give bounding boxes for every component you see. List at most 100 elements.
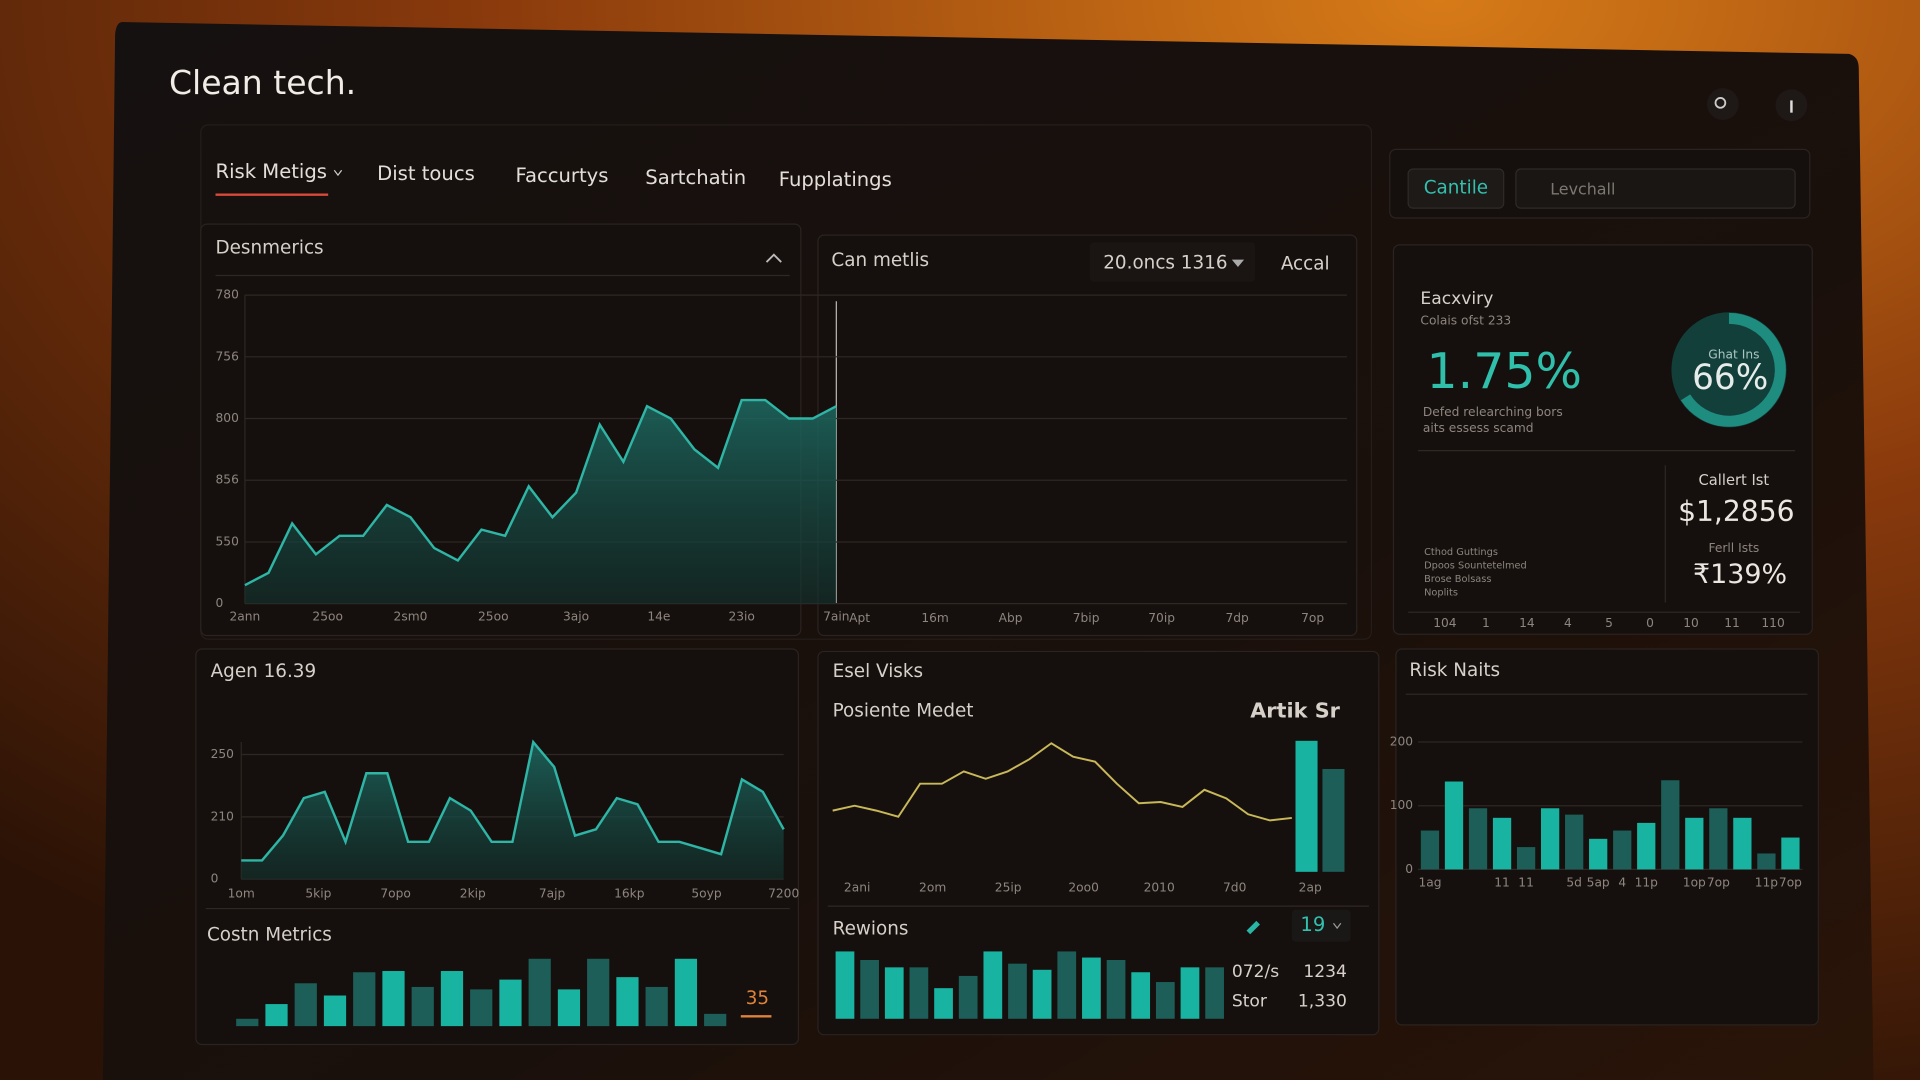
y-tick-label: 0 (1405, 862, 1413, 876)
nav-tab[interactable]: Faccurtys (516, 164, 609, 187)
stat: 072/s (1232, 962, 1279, 982)
dropdown-caret (1231, 259, 1245, 267)
bar (1180, 967, 1200, 1019)
toolbar-button-label: Cantile (1424, 178, 1488, 199)
axis-label: 2010 (1144, 880, 1175, 894)
donut-arc (1680, 312, 1786, 427)
x-tick-label: 11 (1494, 875, 1510, 889)
axis-label: 0 (1646, 616, 1654, 630)
donut-caption: Ghat Ins (1708, 348, 1759, 362)
x-tick-label: 1op (1683, 875, 1706, 889)
bar (1468, 808, 1488, 870)
note: aits essess scamd (1423, 421, 1534, 435)
y-tick-label: 856 (216, 473, 240, 487)
badge: 19 (1300, 913, 1325, 936)
axis-label: 14 (1519, 616, 1535, 630)
panel-caption: Colais ofst 233 (1420, 313, 1511, 327)
edit-icon[interactable] (1246, 920, 1260, 935)
nav-tab[interactable]: Fupplatings (779, 168, 892, 191)
axis-label: 2om (919, 880, 946, 894)
tab-caret (333, 169, 343, 177)
search-box[interactable] (1515, 168, 1796, 209)
bar (884, 967, 904, 1019)
x-tick-label: 7op (1707, 875, 1730, 889)
area-fill (241, 742, 784, 880)
bar (1492, 817, 1512, 870)
panel (1395, 648, 1819, 1026)
legend-item: Brose Bolsass (1424, 574, 1491, 585)
x-tick-label: 5kip (305, 886, 331, 900)
bar (909, 967, 929, 1019)
action-button[interactable]: Accal (1281, 253, 1330, 274)
nav-tab[interactable]: Dist toucs (377, 162, 475, 185)
legend-item: Noplits (1424, 588, 1458, 599)
search-placeholder: Levchall (1550, 179, 1615, 198)
bar (1032, 969, 1052, 1019)
bar (616, 977, 639, 1027)
bar (440, 971, 464, 1027)
bar (323, 995, 347, 1027)
bar (860, 960, 879, 1019)
x-tick-label: 25oo (478, 610, 509, 624)
badge-box[interactable] (1291, 909, 1351, 942)
axis-label: 7dp (1225, 611, 1249, 625)
search-icon[interactable] (1706, 88, 1739, 120)
panel-title: Agen 16.39 (211, 661, 317, 682)
panel (817, 650, 1380, 1036)
stat: Stor (1232, 992, 1268, 1012)
bar (645, 986, 668, 1027)
y-tick-label: 100 (1390, 798, 1413, 812)
axis-label: 5 (1605, 616, 1613, 630)
bar (1205, 967, 1224, 1019)
bar (704, 1013, 727, 1027)
y-tick-label: 250 (211, 747, 234, 761)
bar (958, 975, 978, 1019)
x-tick-label: 7op (1779, 875, 1802, 889)
area-line (241, 739, 785, 862)
axis-label: 1 (1482, 616, 1490, 630)
bar (1322, 768, 1345, 872)
area-line (244, 398, 837, 587)
toolbar-button[interactable] (1407, 168, 1505, 209)
x-tick-label: 11 (1518, 875, 1534, 889)
panel-title: Eacxviry (1420, 289, 1493, 309)
x-tick-label: 2kip (460, 886, 486, 900)
y-tick-label: 800 (216, 411, 239, 425)
x-tick-label: 2ann (229, 610, 260, 624)
bar (528, 958, 551, 1027)
line (832, 742, 1292, 822)
axis-label: 110 (1761, 616, 1784, 630)
x-tick-label: 4 (1618, 875, 1626, 889)
axis-label: 2ani (844, 880, 870, 894)
y-tick-label: 0 (216, 596, 224, 610)
nav-tab[interactable]: Sartchatin (645, 166, 746, 189)
panel-title: Risk Naits (1409, 660, 1500, 681)
x-tick-label: 7ain (823, 610, 849, 624)
nav-tab[interactable]: Risk Metigs (216, 160, 327, 183)
x-tick-label: 16kp (614, 886, 645, 900)
axis-label: 2ap (1299, 880, 1322, 894)
dropdown[interactable] (1089, 242, 1256, 282)
y-tick-label: 756 (216, 349, 240, 363)
panel-title: Desnmerics (216, 238, 324, 259)
x-tick-label: 11p (1755, 875, 1779, 889)
bar (382, 971, 405, 1027)
x-tick-label: 3ajo (563, 610, 589, 624)
y-tick-label: 780 (216, 288, 239, 302)
x-tick-label: 2sm0 (394, 610, 428, 624)
bar (294, 983, 317, 1027)
x-tick-label: 5oyp (691, 886, 722, 900)
bar (983, 951, 1003, 1019)
stat-label: Callert Ist (1699, 472, 1770, 489)
bar (353, 972, 376, 1027)
donut-label: 66% (1692, 358, 1768, 398)
sub-title: Rewions (833, 918, 909, 939)
search-glyph (1714, 97, 1727, 109)
panel-title: Esel Visks (833, 661, 923, 682)
legend-item: Dpoos Sountetelmed (1424, 561, 1527, 572)
x-tick-label: 5d (1566, 875, 1582, 889)
stat: 1234 (1303, 962, 1347, 982)
bar (236, 1018, 259, 1027)
bar (1757, 853, 1776, 870)
collapse-icon[interactable] (765, 253, 782, 263)
